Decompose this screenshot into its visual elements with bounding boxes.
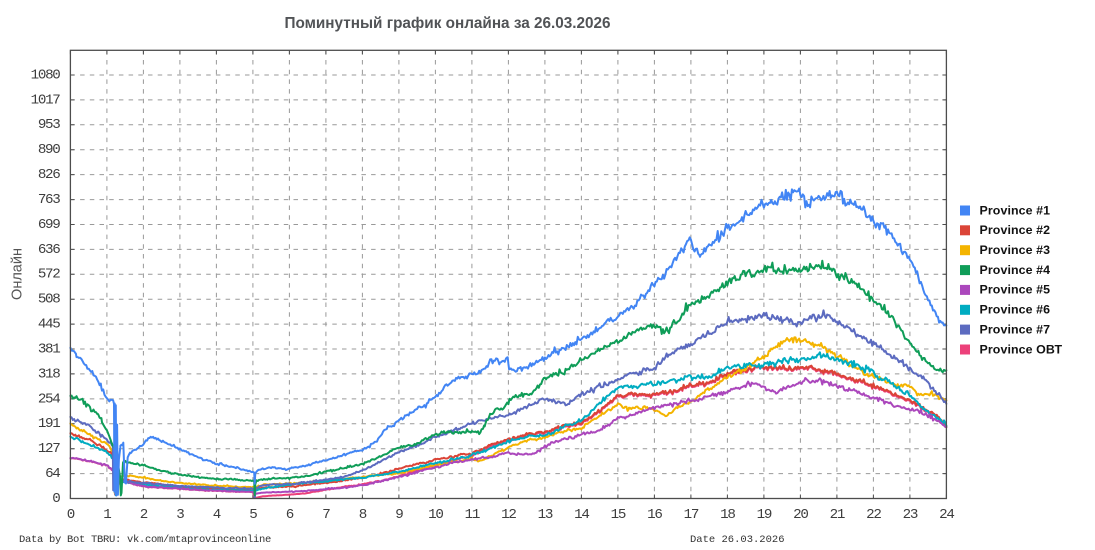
svg-text:Province #4: Province #4 [980, 263, 1051, 277]
svg-text:381: 381 [38, 341, 60, 357]
svg-text:572: 572 [38, 267, 60, 283]
svg-text:826: 826 [38, 167, 60, 183]
svg-text:Province #2: Province #2 [980, 223, 1051, 237]
svg-text:7: 7 [322, 507, 330, 523]
svg-text:508: 508 [38, 292, 60, 308]
svg-text:20: 20 [793, 507, 808, 523]
svg-text:Онлайн: Онлайн [9, 248, 25, 300]
svg-text:Province #3: Province #3 [980, 243, 1051, 257]
svg-text:Province #5: Province #5 [980, 283, 1051, 297]
svg-text:21: 21 [830, 507, 845, 523]
svg-text:2: 2 [140, 507, 148, 523]
svg-text:13: 13 [538, 507, 553, 523]
svg-text:19: 19 [757, 507, 772, 523]
svg-text:6: 6 [286, 507, 294, 523]
svg-text:3: 3 [176, 507, 184, 523]
svg-text:Data by Bot TBRU: vk.com/mtapr: Data by Bot TBRU: vk.com/mtaprovinceonli… [19, 534, 271, 546]
svg-text:0: 0 [67, 507, 75, 523]
svg-text:16: 16 [647, 507, 662, 523]
svg-text:Поминутный график онлайна за 2: Поминутный график онлайна за 26.03.2026 [284, 15, 610, 32]
svg-text:24: 24 [939, 507, 954, 523]
svg-text:23: 23 [903, 507, 918, 523]
svg-text:Province #7: Province #7 [980, 322, 1051, 336]
svg-text:8: 8 [359, 507, 367, 523]
svg-text:64: 64 [45, 466, 60, 482]
svg-text:4: 4 [213, 507, 221, 523]
svg-text:191: 191 [38, 416, 60, 432]
svg-text:Date 26.03.2026: Date 26.03.2026 [690, 534, 785, 546]
svg-text:Province ОВТ: Province ОВТ [980, 342, 1063, 356]
svg-text:318: 318 [38, 366, 60, 382]
svg-text:1017: 1017 [31, 92, 61, 108]
svg-text:10: 10 [428, 507, 443, 523]
svg-text:Province #1: Province #1 [980, 203, 1051, 217]
svg-text:5: 5 [249, 507, 257, 523]
svg-text:699: 699 [38, 217, 60, 233]
svg-text:0: 0 [52, 491, 60, 507]
svg-text:18: 18 [720, 507, 735, 523]
svg-text:15: 15 [611, 507, 626, 523]
svg-text:1080: 1080 [31, 67, 61, 83]
svg-text:9: 9 [395, 507, 403, 523]
svg-text:17: 17 [684, 507, 699, 523]
svg-text:11: 11 [465, 507, 480, 523]
svg-text:14: 14 [574, 507, 589, 523]
svg-text:636: 636 [38, 242, 60, 258]
svg-text:254: 254 [38, 391, 60, 407]
svg-text:127: 127 [38, 441, 60, 457]
svg-text:22: 22 [866, 507, 881, 523]
svg-text:890: 890 [38, 142, 60, 158]
svg-text:Province #6: Province #6 [980, 303, 1051, 317]
svg-text:1: 1 [103, 507, 111, 523]
svg-text:953: 953 [38, 117, 60, 133]
svg-text:763: 763 [38, 192, 60, 208]
svg-text:12: 12 [501, 507, 516, 523]
svg-text:445: 445 [38, 317, 60, 333]
